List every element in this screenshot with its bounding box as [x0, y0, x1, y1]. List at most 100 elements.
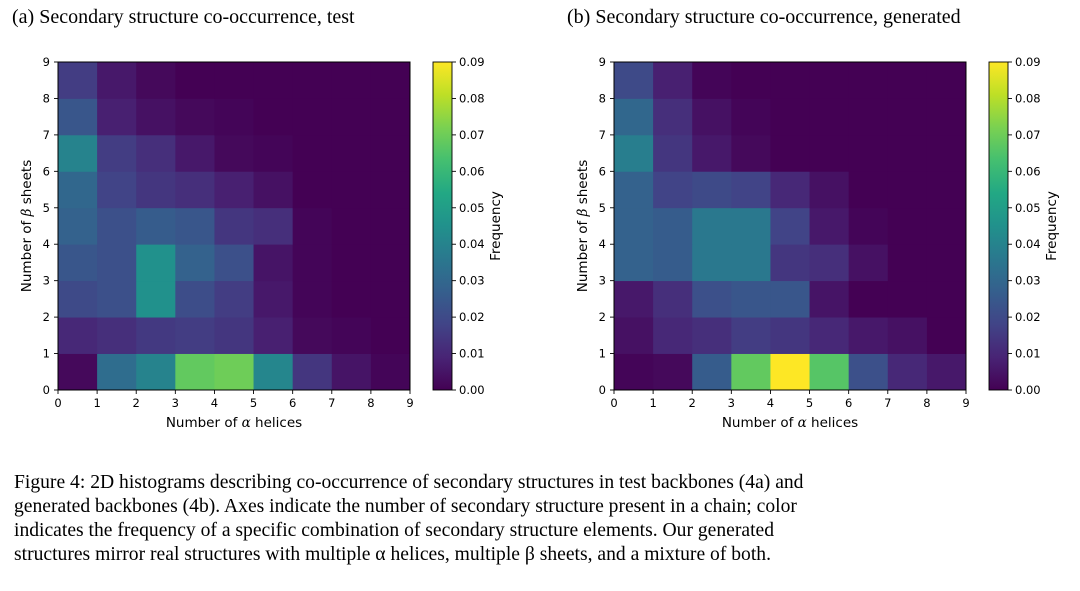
heatmap-cell	[136, 134, 176, 172]
heatmap-cell	[136, 280, 176, 318]
colorbar-tick-label: 0.07	[459, 128, 485, 142]
heatmap-cell	[175, 171, 215, 209]
heatmap-cell	[926, 98, 967, 136]
colorbar-tick-label: 0.01	[1015, 347, 1041, 361]
colorbar-tick-label: 0.08	[1015, 91, 1041, 105]
heatmap-cell	[331, 62, 372, 99]
heatmap-cell	[58, 353, 98, 391]
colorbar-tick-label: 0.03	[459, 274, 485, 288]
y-axis-label: Number of β sheets	[575, 160, 591, 292]
heatmap-cell	[653, 62, 693, 99]
heatmap-cell	[331, 207, 372, 245]
x-tick-label: 6	[845, 396, 852, 410]
heatmap-cell	[731, 98, 771, 136]
heatmap-cell	[731, 171, 771, 209]
y-tick-label: 7	[599, 128, 606, 142]
heatmap-cell	[809, 244, 850, 282]
x-tick-label: 9	[962, 396, 969, 410]
heatmap-cell	[692, 280, 732, 318]
heatmap-cell	[58, 317, 98, 354]
heatmap-cell	[614, 280, 654, 318]
heatmap-cell	[175, 207, 215, 245]
heatmap-cell	[97, 317, 137, 354]
heatmap-cell	[331, 171, 372, 209]
heatmap-cell	[136, 353, 176, 391]
heatmap-cell	[175, 280, 215, 318]
colorbar-frame	[432, 61, 453, 391]
y-tick-label: 6	[43, 164, 50, 178]
heatmap-cell	[653, 134, 693, 172]
heatmap-cell	[653, 207, 693, 245]
heatmap-cell	[136, 207, 176, 245]
colorbar-tick-label: 0.04	[459, 237, 485, 251]
heatmap-cell	[809, 171, 850, 209]
x-tick-label: 7	[884, 396, 891, 410]
x-axis-label: Number of α helices	[722, 415, 858, 431]
heatmap-cell	[887, 171, 928, 209]
heatmap-cell	[653, 280, 693, 318]
heatmap-cell	[848, 244, 889, 282]
heatmap-cell	[175, 62, 215, 99]
heatmap-cell	[731, 134, 771, 172]
heatmap-cell	[253, 353, 294, 391]
heatmap-cell	[770, 171, 810, 209]
heatmap-cell	[614, 207, 654, 245]
heatmap-cell	[214, 317, 254, 354]
heatmap-cell	[58, 244, 98, 282]
colorbar-tick-label: 0.01	[459, 347, 485, 361]
colorbar-tick-label: 0.00	[459, 383, 485, 397]
heatmap-cell	[370, 317, 411, 354]
colorbar-tick-label: 0.07	[1015, 128, 1041, 142]
heatmap-cell	[253, 317, 294, 354]
heatmap-cell	[614, 134, 654, 172]
heatmap-cell	[253, 280, 294, 318]
heatmap-cell	[292, 98, 333, 136]
heatmap-cell	[653, 171, 693, 209]
colorbar-tick-label: 0.02	[1015, 310, 1041, 324]
heatmap-cell	[614, 317, 654, 354]
x-tick-label: 9	[406, 396, 413, 410]
x-tick-label: 8	[923, 396, 930, 410]
heatmap-cell	[887, 280, 928, 318]
heatmap-cell	[136, 98, 176, 136]
heatmap-cell	[770, 134, 810, 172]
heatmap-cell	[653, 317, 693, 354]
heatmap-cell	[926, 353, 967, 391]
heatmap-cell	[175, 244, 215, 282]
colorbar-tick-label: 0.05	[459, 201, 485, 215]
heatmap-cell	[770, 98, 810, 136]
heatmap-cell	[653, 244, 693, 282]
heatmap-cell	[926, 171, 967, 209]
heatmap-cell	[848, 317, 889, 354]
colorbar-tick-label: 0.06	[459, 164, 485, 178]
heatmap-cell	[848, 171, 889, 209]
y-tick-label: 6	[599, 164, 606, 178]
heatmap-cell	[97, 62, 137, 99]
heatmap-cell	[809, 280, 850, 318]
heatmap-cell	[253, 98, 294, 136]
heatmap-cell	[692, 134, 732, 172]
colorbar-label: Frequency	[1044, 191, 1060, 261]
heatmap-cell	[809, 62, 850, 99]
x-tick-label: 2	[133, 396, 140, 410]
heatmap-cell	[926, 62, 967, 99]
heatmap-cell	[692, 98, 732, 136]
heatmap-cell	[692, 244, 732, 282]
heatmap-cell	[770, 317, 810, 354]
heatmap-cell	[731, 280, 771, 318]
heatmap-cell	[848, 280, 889, 318]
x-tick-label: 5	[806, 396, 813, 410]
heatmap-cell	[848, 62, 889, 99]
heatmap-cell	[731, 317, 771, 354]
colorbar-tick-label: 0.02	[459, 310, 485, 324]
colorbar-tick-label: 0.06	[1015, 164, 1041, 178]
heatmap-cell	[770, 62, 810, 99]
heatmap-cell	[136, 62, 176, 99]
colorbar-frame	[988, 61, 1009, 391]
heatmap-cell	[614, 62, 654, 99]
y-tick-label: 0	[599, 383, 606, 397]
caption-line-3: indicates the frequency of a specific co…	[14, 520, 775, 541]
heatmap-cell	[731, 353, 771, 391]
y-tick-label: 7	[43, 128, 50, 142]
heatmap-cell	[97, 171, 137, 209]
